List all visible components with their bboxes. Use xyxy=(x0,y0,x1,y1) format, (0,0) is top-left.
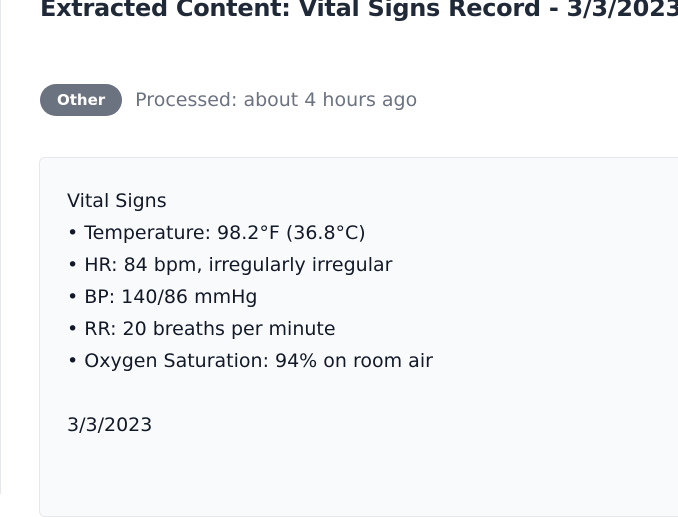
divider xyxy=(0,0,1,494)
vital-item: • RR: 20 breaths per minute xyxy=(67,318,336,340)
page-title: Extracted Content: Vital Signs Record - … xyxy=(40,0,678,22)
spacer xyxy=(67,377,433,409)
category-badge[interactable]: Other xyxy=(40,84,123,116)
content-text: Vital Signs • Temperature: 98.2°F (36.8°… xyxy=(67,185,433,441)
processed-time: Processed: about 4 hours ago xyxy=(135,89,418,111)
meta-row: Other Processed: about 4 hours ago xyxy=(40,84,417,116)
content-card xyxy=(39,157,678,517)
vital-item: • BP: 140/86 mmHg xyxy=(67,286,258,308)
content-date: 3/3/2023 xyxy=(67,414,153,436)
content-heading: Vital Signs xyxy=(67,190,167,212)
vital-item: • HR: 84 bpm, irregularly irregular xyxy=(67,254,393,276)
vital-item: • Oxygen Saturation: 94% on room air xyxy=(67,350,433,372)
vital-item: • Temperature: 98.2°F (36.8°C) xyxy=(67,222,366,244)
